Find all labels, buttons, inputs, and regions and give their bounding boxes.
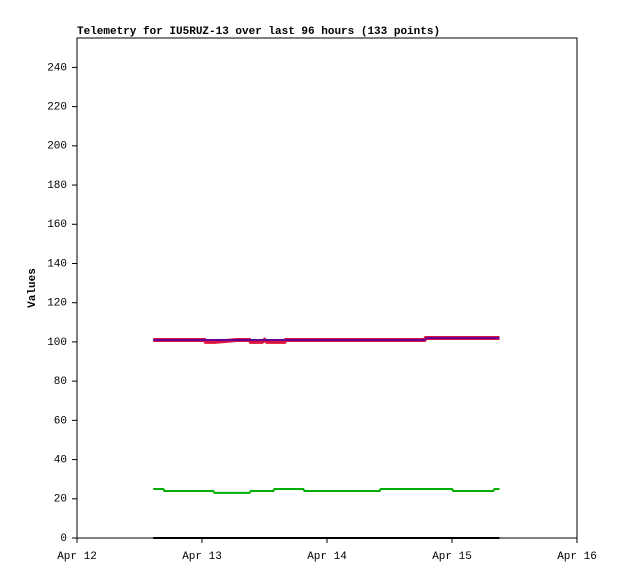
- chart-title: Telemetry for IU5RUZ-13 over last 96 hou…: [77, 26, 440, 38]
- y-tick-label: 180: [47, 180, 67, 192]
- y-tick-label: 80: [54, 376, 67, 388]
- y-tick-label: 160: [47, 219, 67, 231]
- y-tick-label: 20: [54, 494, 67, 506]
- y-tick-label: 0: [60, 533, 67, 545]
- series-line: [153, 337, 500, 341]
- y-tick-label: 240: [47, 62, 67, 74]
- y-tick-label: 200: [47, 141, 67, 153]
- x-tick-label: Apr 14: [307, 551, 347, 563]
- y-tick-label: 220: [47, 102, 67, 114]
- x-tick-label: Apr 15: [432, 551, 472, 563]
- x-tick-label: Apr 16: [557, 551, 597, 563]
- series-line: [153, 487, 500, 494]
- y-tick-label: 120: [47, 298, 67, 310]
- y-tick-label: 140: [47, 258, 67, 270]
- plot-frame: [76, 37, 578, 539]
- y-tick-label: 40: [54, 454, 67, 466]
- y-tick-label: 100: [47, 337, 67, 349]
- x-tick-label: Apr 12: [57, 551, 97, 563]
- y-tick-label: 60: [54, 415, 67, 427]
- x-tick-label: Apr 13: [182, 551, 222, 563]
- y-axis-label: Values: [27, 268, 39, 308]
